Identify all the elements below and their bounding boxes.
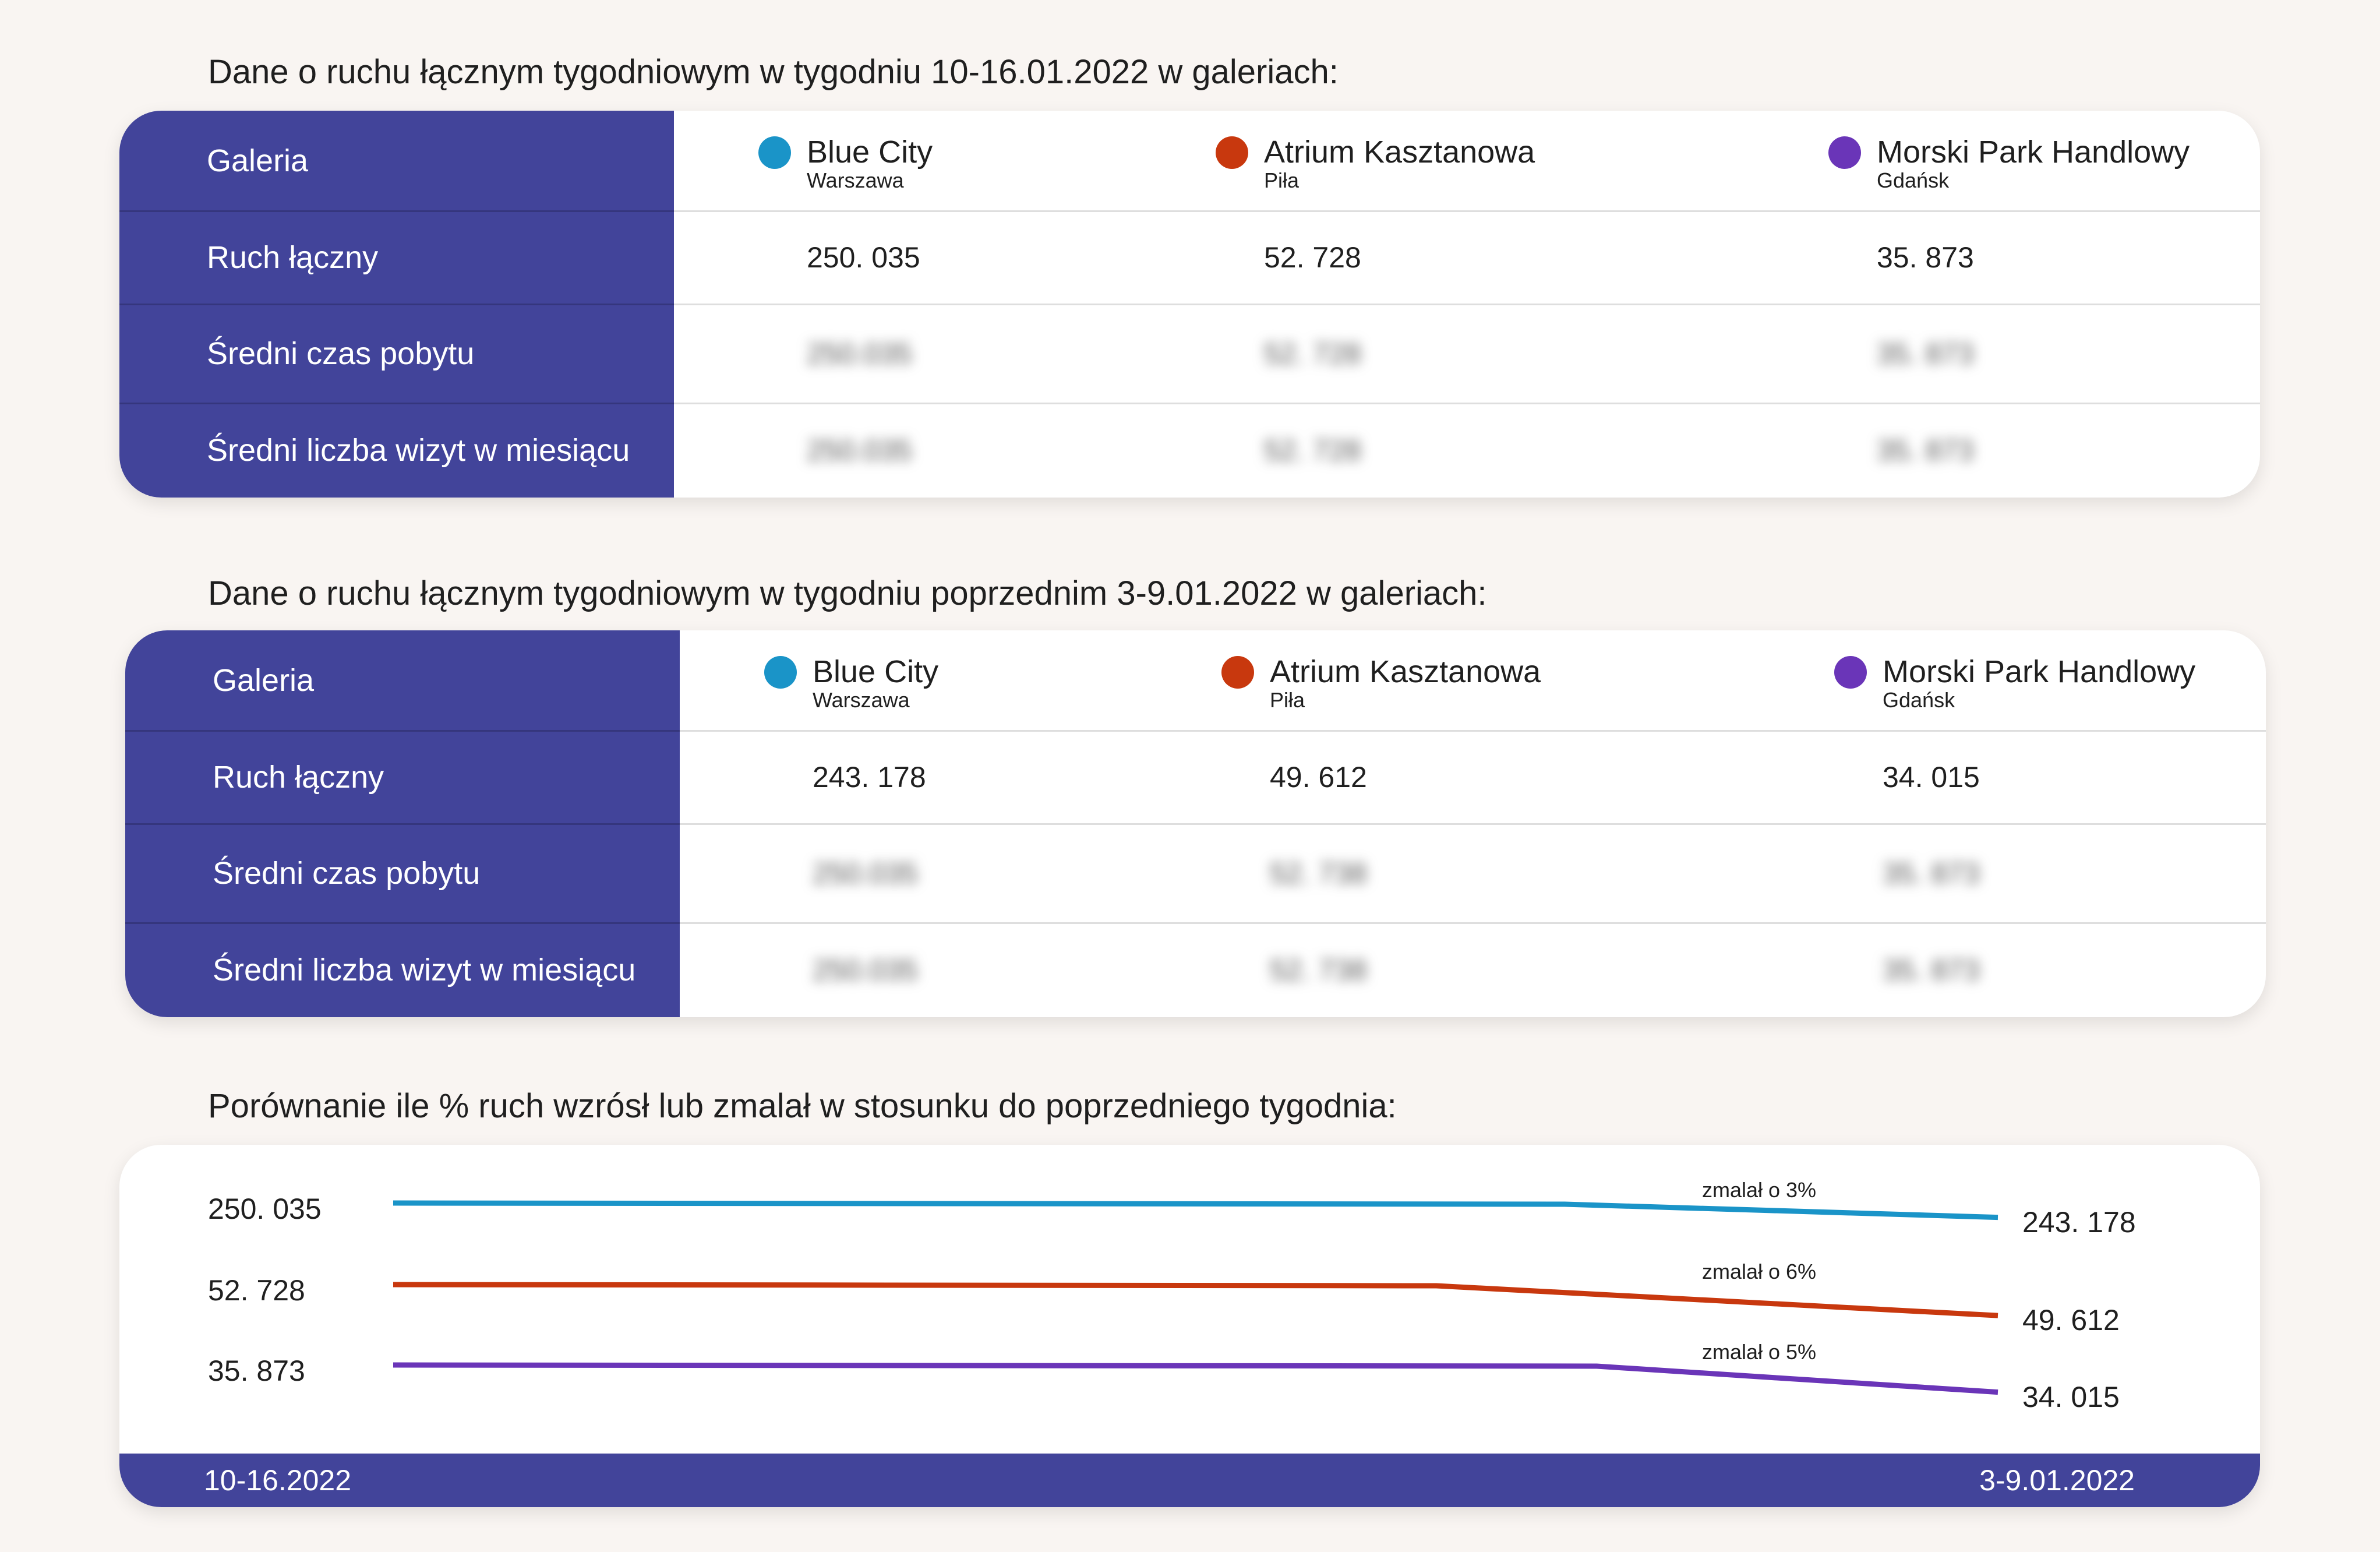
gallery-name: Morski Park Handlowy — [1877, 135, 2190, 170]
blurred-value: 250.035 — [813, 857, 918, 890]
row-label: Średni czas pobytu — [213, 856, 481, 891]
series-end-label: 34. 015 — [2022, 1380, 2120, 1413]
series-end-label: 243. 178 — [2022, 1205, 2136, 1239]
section1-title: Dane o ruchu łącznym tygodniowym w tygod… — [208, 53, 1339, 91]
section3-title: Porównanie ile % ruch wzrósł lub zmalał … — [208, 1087, 1397, 1125]
blurred-value: 52. 728 — [1264, 337, 1361, 370]
comparison-chart: 10-16.2022 3-9.01.2022 250. 035 243. 178 z… — [119, 1145, 2260, 1507]
gallery-city: Piła — [1270, 688, 1305, 712]
traffic-value: 52. 728 — [1264, 241, 1361, 274]
section2-title: Dane o ruchu łącznym tygodniowym w tygod… — [208, 574, 1487, 612]
gallery-color-dot — [1216, 136, 1248, 169]
chart-x-axis-bar: 10-16.2022 3-9.01.2022 — [119, 1454, 2260, 1507]
row-label: Galeria — [213, 663, 315, 698]
series-end-label: 49. 612 — [2022, 1304, 2120, 1337]
blurred-value: 35. 873 — [1877, 337, 1974, 370]
blurred-value: 35. 873 — [1883, 954, 1980, 986]
series-line-0 — [393, 1200, 1998, 1221]
row-label: Średni liczba wizyt w miesiącu — [207, 433, 630, 468]
previous-week-table: Galeria Ruch łączny Średni czas pobytu Śred… — [125, 630, 2266, 1017]
row-separator — [125, 922, 2266, 924]
gallery-name: Blue City — [813, 654, 939, 689]
gallery-city: Gdańsk — [1883, 688, 1955, 712]
series-change-note: zmalał o 5% — [1701, 1340, 1817, 1364]
row-separator — [119, 210, 2260, 212]
row-label: Ruch łączny — [213, 760, 384, 795]
blurred-value: 250.035 — [807, 434, 912, 467]
gallery-color-dot — [758, 136, 791, 169]
row-separator — [125, 730, 2266, 732]
series-start-label: 35. 873 — [208, 1355, 305, 1387]
chart-plot — [393, 1200, 1998, 1395]
gallery-city: Warszawa — [813, 688, 910, 712]
row-label: Średni czas pobytu — [207, 336, 475, 371]
gallery-name: Atrium Kasztanowa — [1270, 654, 1541, 689]
x-label-end: 3-9.01.2022 — [1979, 1464, 2135, 1497]
series-change-note: zmalał o 6% — [1701, 1260, 1817, 1283]
row-separator — [125, 823, 2266, 825]
traffic-value: 34. 015 — [1883, 761, 1980, 793]
gallery-name: Atrium Kasztanowa — [1264, 135, 1535, 170]
row-label: Galeria — [207, 143, 309, 178]
blurred-value: 250.035 — [813, 954, 918, 986]
blurred-value: 250.035 — [807, 337, 912, 370]
row-separator — [119, 403, 2260, 404]
series-change-note: zmalał o 3% — [1701, 1178, 1817, 1202]
gallery-color-dot — [764, 656, 797, 689]
traffic-value: 35. 873 — [1877, 241, 1974, 274]
x-label-start: 10-16.2022 — [204, 1464, 352, 1497]
traffic-value: 49. 612 — [1270, 761, 1367, 793]
gallery-name: Blue City — [807, 135, 933, 170]
gallery-city: Gdańsk — [1877, 168, 1950, 192]
series-line-1 — [393, 1282, 1998, 1318]
gallery-color-dot — [1828, 136, 1861, 169]
series-line-2 — [393, 1362, 1998, 1395]
row-separator — [119, 304, 2260, 305]
traffic-value: 243. 178 — [813, 761, 926, 793]
row-label: Średni liczba wizyt w miesiącu — [213, 953, 636, 987]
traffic-value: 250. 035 — [807, 241, 920, 274]
current-week-table: Galeria Ruch łączny Średni czas pobytu Śred… — [119, 111, 2260, 498]
gallery-color-dot — [1834, 656, 1867, 689]
series-start-label: 52. 728 — [208, 1274, 305, 1307]
blurred-value: 52. 738 — [1270, 954, 1367, 986]
gallery-color-dot — [1221, 656, 1254, 689]
gallery-city: Piła — [1264, 168, 1300, 192]
gallery-name: Morski Park Handlowy — [1883, 654, 2196, 689]
blurred-value: 35. 873 — [1877, 434, 1974, 467]
blurred-value: 35. 873 — [1883, 857, 1980, 890]
blurred-value: 52. 728 — [1264, 434, 1361, 467]
row-label: Ruch łączny — [207, 240, 379, 275]
gallery-city: Warszawa — [807, 168, 904, 192]
blurred-value: 52. 738 — [1270, 857, 1367, 890]
series-start-label: 250. 035 — [208, 1193, 322, 1225]
